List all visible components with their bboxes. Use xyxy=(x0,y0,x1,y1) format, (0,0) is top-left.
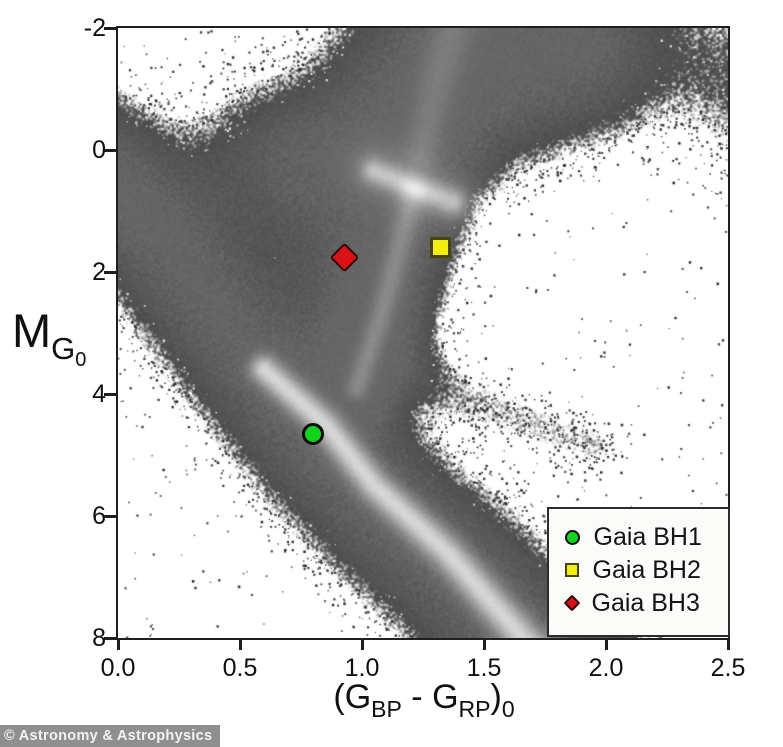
x-tick-label: 1.5 xyxy=(466,654,502,682)
x-tick-mark xyxy=(727,640,730,650)
circle-marker-icon xyxy=(564,529,580,545)
y-tick-mark xyxy=(104,149,117,152)
legend-entry-gaia-bh1: Gaia BH1 xyxy=(549,521,728,554)
y-axis-label-subsub: 0 xyxy=(75,349,87,371)
legend-label: Gaia BH1 xyxy=(593,522,702,551)
x-tick-label: 0.5 xyxy=(222,654,258,682)
y-tick-mark xyxy=(104,27,117,30)
x-tick-mark xyxy=(361,640,364,650)
y-axis-label-sub: G xyxy=(51,331,76,366)
x-axis-label-p3: ) xyxy=(490,678,502,716)
legend-label: Gaia BH3 xyxy=(591,588,700,617)
x-axis-label-sub1: BP xyxy=(371,696,402,722)
y-tick-mark xyxy=(104,637,117,640)
y-tick-mark xyxy=(104,515,117,518)
legend-entry-gaia-bh2: Gaia BH2 xyxy=(549,554,728,587)
copyright-watermark: © Astronomy & Astrophysics xyxy=(0,725,220,747)
y-tick-mark xyxy=(104,393,117,396)
x-tick-label: 2.5 xyxy=(710,654,746,682)
legend-label: Gaia BH2 xyxy=(592,555,701,584)
x-tick-label: 0.0 xyxy=(100,654,136,682)
x-axis-label: (GBP - GRP)0 xyxy=(264,678,584,721)
x-tick-mark xyxy=(117,640,120,650)
copyright-watermark-text: © Astronomy & Astrophysics xyxy=(4,728,213,744)
x-axis-label-p2: - G xyxy=(401,678,459,716)
y-tick-mark xyxy=(104,271,117,274)
diamond-marker-icon xyxy=(563,594,580,612)
point-gaia-bh2 xyxy=(429,236,451,258)
y-axis-label: MG0 xyxy=(12,303,86,371)
x-axis-label-p1: (G xyxy=(333,678,372,716)
y-tick-label: -2 xyxy=(83,14,106,42)
square-marker-icon xyxy=(564,563,579,577)
plot-area: Gaia BH1 Gaia BH2 Gaia BH3 xyxy=(115,25,730,640)
x-tick-label: 1.0 xyxy=(344,654,380,682)
x-tick-mark xyxy=(483,640,486,650)
y-tick-label: 6 xyxy=(92,502,106,530)
x-axis-label-sub2: RP xyxy=(458,696,491,722)
legend: Gaia BH1 Gaia BH2 Gaia BH3 xyxy=(546,506,730,637)
y-tick-label: 0 xyxy=(92,136,106,164)
y-axis-label-main: M xyxy=(12,304,52,357)
x-tick-mark xyxy=(605,640,608,650)
x-tick-label: 2.0 xyxy=(588,654,624,682)
point-gaia-bh1 xyxy=(301,422,324,445)
y-tick-label: 2 xyxy=(92,258,106,286)
x-axis-label-sub3: 0 xyxy=(501,696,515,722)
y-tick-label: 8 xyxy=(92,624,106,652)
x-tick-mark xyxy=(239,640,242,650)
y-tick-label: 4 xyxy=(92,380,106,408)
legend-entry-gaia-bh3: Gaia BH3 xyxy=(549,587,728,620)
